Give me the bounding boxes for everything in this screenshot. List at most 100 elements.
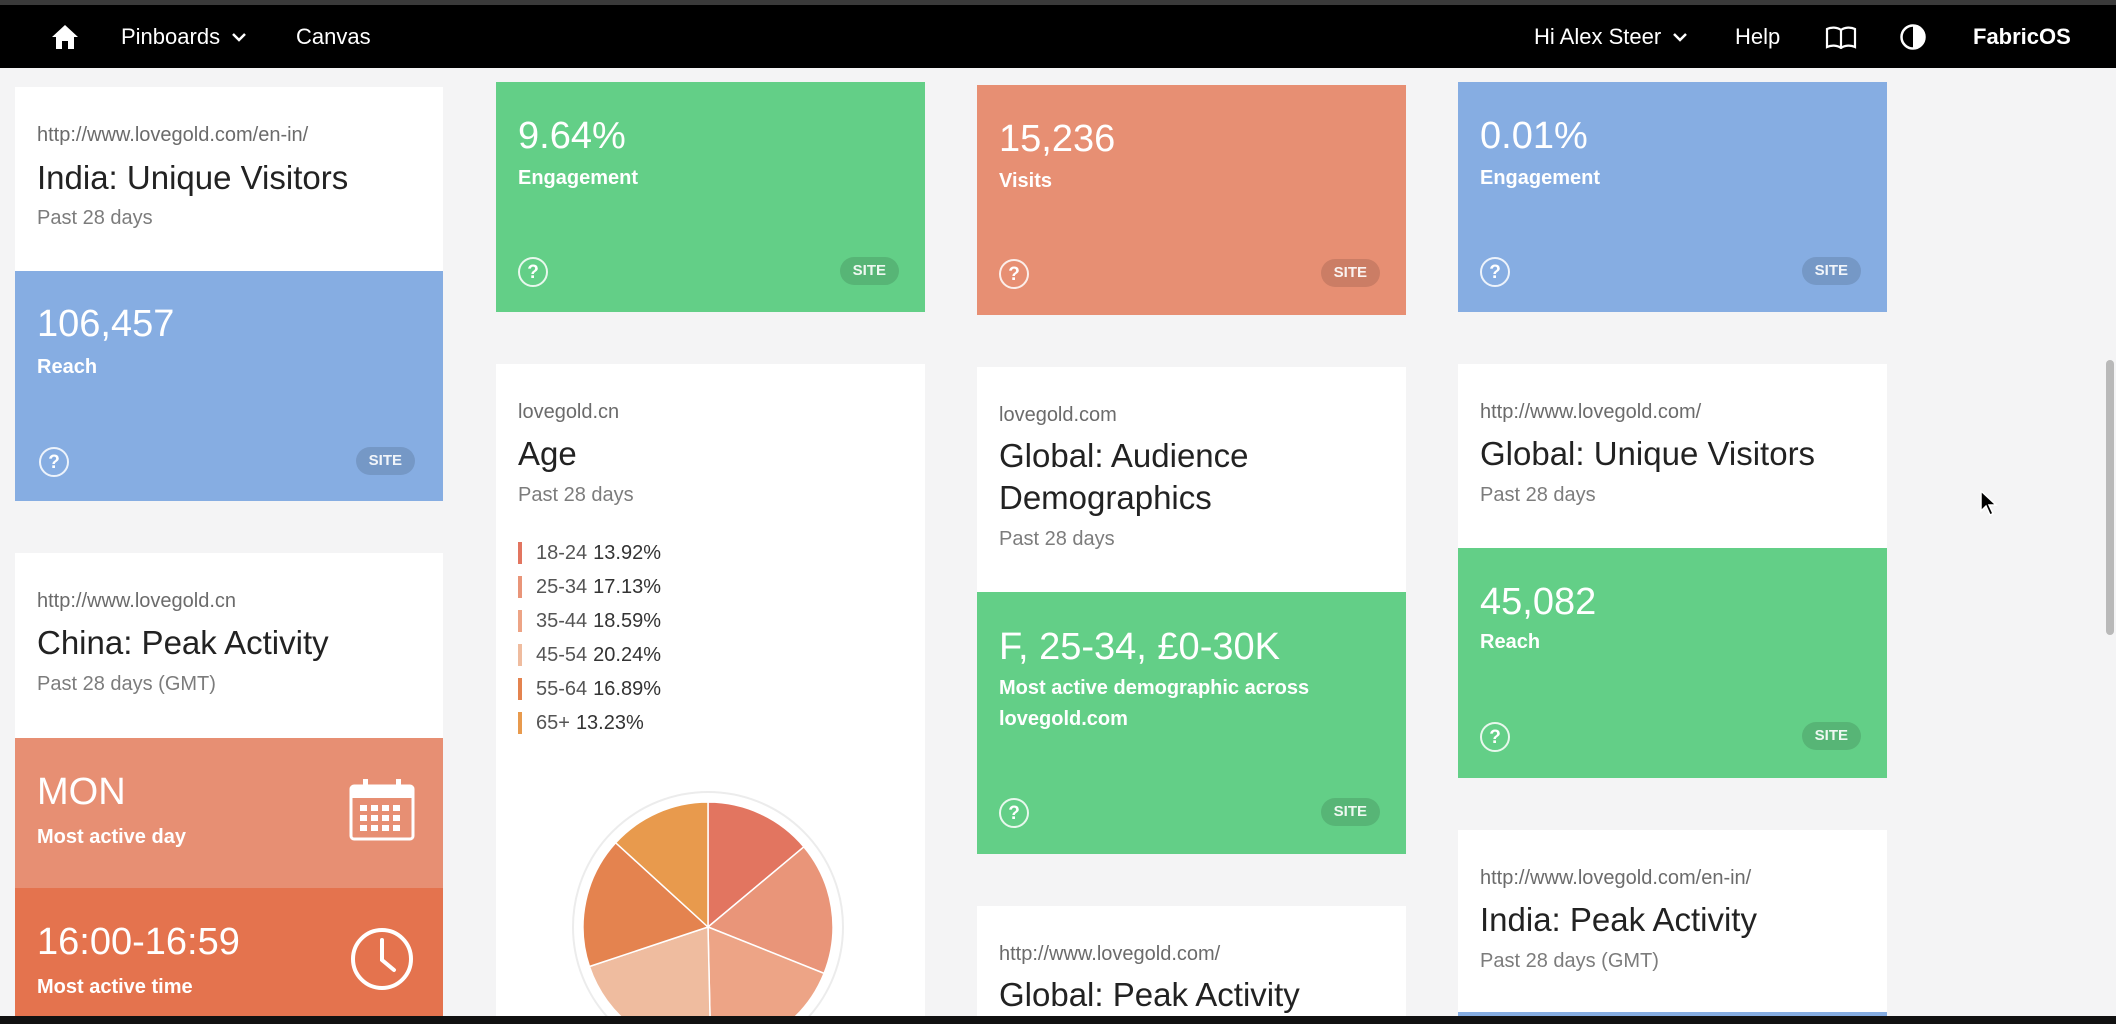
- book-icon[interactable]: [1825, 5, 1857, 68]
- day-value: MON: [37, 771, 126, 813]
- legend-label: 65+: [536, 711, 570, 734]
- pie-slice-35-44[interactable]: [707, 925, 826, 1016]
- clock-icon: [351, 928, 413, 990]
- help-label: Help: [1735, 23, 1781, 49]
- visits-value: 15,236: [999, 118, 1116, 160]
- time-label: Most active time: [37, 976, 193, 998]
- engagement-tile[interactable]: 9.64% Engagement ? SITE: [496, 82, 925, 312]
- top-nav-bar: Pinboards Canvas Hi Alex Steer Help Fabr…: [0, 0, 2116, 68]
- card-period: Past 28 days: [1480, 484, 1596, 506]
- site-badge[interactable]: SITE: [355, 447, 415, 475]
- calendar-icon: [349, 779, 415, 841]
- engagement-value: 9.64%: [518, 115, 626, 157]
- engagement-blue-tile[interactable]: 0.01% Engagement ? SITE: [1458, 82, 1887, 312]
- legend-value: 16.89%: [593, 677, 661, 700]
- legend-label: 45-54: [536, 643, 588, 666]
- help-icon[interactable]: ?: [39, 447, 69, 477]
- brand-logo[interactable]: FabricOS: [1973, 5, 2071, 68]
- help-icon[interactable]: ?: [999, 259, 1029, 289]
- legend-label: 25-34: [536, 575, 588, 598]
- legend-swatch: [518, 644, 522, 666]
- demographic-tile: F, 25-34, £0-30K Most active demographic…: [977, 592, 1406, 854]
- canvas-link[interactable]: Canvas: [296, 5, 371, 68]
- contrast-icon[interactable]: [1899, 5, 1927, 68]
- window-bottom-edge: [0, 1016, 2116, 1024]
- india-visitors-card[interactable]: http://www.lovegold.com/en-in/ India: Un…: [15, 87, 443, 271]
- card-source: http://www.lovegold.com/en-in/: [37, 124, 309, 146]
- global-demographics-card[interactable]: lovegold.com Global: Audience Demographi…: [977, 367, 1406, 592]
- site-badge[interactable]: SITE: [1320, 259, 1380, 287]
- pie-slice-55-64[interactable]: [582, 841, 710, 968]
- time-value: 16:00-16:59: [37, 921, 240, 963]
- user-menu[interactable]: Hi Alex Steer: [1534, 5, 1688, 68]
- engagement-value: 0.01%: [1480, 115, 1588, 157]
- card-source: lovegold.com: [999, 404, 1117, 426]
- card-source: lovegold.cn: [518, 401, 620, 423]
- card-period: Past 28 days (GMT): [1480, 950, 1659, 972]
- card-title-line1: Global: Audience: [999, 437, 1249, 474]
- legend-value: 13.23%: [575, 711, 644, 734]
- india-peak-card[interactable]: http://www.lovegold.com/en-in/ India: Pe…: [1458, 830, 1887, 1016]
- chevron-down-icon: [232, 32, 246, 42]
- legend-swatch: [518, 542, 522, 564]
- legend-label: 18-24: [536, 541, 588, 564]
- age-legend: 18-24 13.92% 25-34 17.13% 35-44 18.59% 45-54 20…: [518, 540, 818, 734]
- help-icon[interactable]: ?: [999, 798, 1029, 828]
- engagement-label: Engagement: [518, 167, 639, 189]
- card-title: Global: Peak Activity: [999, 976, 1300, 1013]
- age-pie-chart: [572, 791, 844, 1016]
- card-period: Past 28 days (GMT): [37, 673, 216, 695]
- legend-value: 17.13%: [593, 575, 661, 598]
- reach-value: 45,082: [1480, 581, 1597, 623]
- legend-item: 25-34 17.13%: [518, 574, 661, 600]
- reach-value: 106,457: [37, 303, 175, 345]
- visits-tile[interactable]: 15,236 Visits ? SITE: [977, 85, 1406, 315]
- help-icon[interactable]: ?: [1480, 257, 1510, 287]
- card-source: http://www.lovegold.com/: [999, 943, 1221, 965]
- demographic-value: F, 25-34, £0-30K: [999, 626, 1280, 668]
- pinboards-menu[interactable]: Pinboards: [121, 5, 246, 68]
- reach-label: Reach: [1480, 631, 1541, 653]
- global-peak-card[interactable]: http://www.lovegold.com/ Global: Peak Ac…: [977, 906, 1406, 1016]
- pie-slice-25-34[interactable]: [706, 845, 834, 975]
- reach-label: Reach: [37, 356, 98, 378]
- help-icon[interactable]: ?: [1480, 722, 1510, 752]
- demographic-label-line1: Most active demographic across: [999, 677, 1310, 699]
- legend-item: 35-44 18.59%: [518, 608, 661, 634]
- help-icon[interactable]: ?: [518, 257, 548, 287]
- global-visitors-card[interactable]: http://www.lovegold.com/ Global: Unique …: [1458, 364, 1887, 548]
- pie-slice-18-24[interactable]: [707, 801, 805, 929]
- canvas-label: Canvas: [296, 23, 371, 49]
- next-tile-edge: [1458, 1012, 1887, 1016]
- card-period: Past 28 days: [37, 207, 153, 229]
- legend-item: 55-64 16.89%: [518, 676, 661, 702]
- china-peak-card[interactable]: http://www.lovegold.cn China: Peak Activ…: [15, 553, 443, 738]
- legend-value: 18.59%: [593, 609, 661, 632]
- age-card[interactable]: lovegold.cn Age Past 28 days 18-24 13.92%…: [496, 364, 925, 1016]
- home-icon[interactable]: [50, 5, 80, 68]
- card-title-line2: Demographics: [999, 479, 1212, 516]
- legend-swatch: [518, 576, 522, 598]
- legend-swatch: [518, 678, 522, 700]
- brand-text: FabricOS: [1973, 23, 2071, 49]
- pie-slice-65+[interactable]: [614, 801, 709, 929]
- site-badge[interactable]: SITE: [839, 257, 899, 285]
- user-greeting: Hi Alex Steer: [1534, 23, 1662, 49]
- card-title: India: Peak Activity: [1480, 901, 1757, 938]
- legend-swatch: [518, 712, 522, 734]
- legend-label: 55-64: [536, 677, 588, 700]
- scrollbar-thumb[interactable]: [2106, 360, 2114, 635]
- india-reach-tile: 106,457 Reach ? SITE: [15, 271, 443, 501]
- site-badge[interactable]: SITE: [1320, 798, 1380, 826]
- card-title: Global: Unique Visitors: [1480, 435, 1816, 472]
- card-source: http://www.lovegold.cn: [37, 590, 236, 612]
- mouse-cursor-icon: [1980, 490, 1998, 516]
- site-badge[interactable]: SITE: [1801, 722, 1861, 750]
- engagement-label: Engagement: [1480, 167, 1601, 189]
- card-period: Past 28 days: [518, 484, 634, 506]
- most-active-time-tile: 16:00-16:59 Most active time: [15, 888, 443, 1016]
- site-badge[interactable]: SITE: [1801, 257, 1861, 285]
- legend-item: 45-54 20.24%: [518, 642, 661, 668]
- help-link[interactable]: Help: [1735, 5, 1780, 68]
- pie-slice-45-54[interactable]: [588, 925, 711, 1016]
